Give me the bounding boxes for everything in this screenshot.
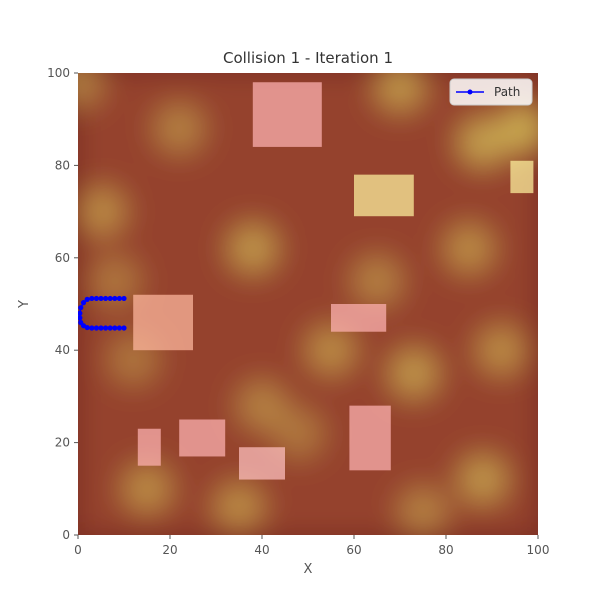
x-axis-label: X — [304, 562, 313, 577]
heatmap-blob — [121, 462, 173, 515]
path-point — [78, 310, 83, 316]
y-tick-label: 40 — [55, 343, 70, 357]
path-point — [93, 325, 99, 331]
series-layer — [78, 295, 127, 331]
path-point — [103, 325, 109, 331]
legend: Path — [449, 78, 533, 106]
path-point — [84, 324, 90, 331]
path-point — [103, 295, 109, 302]
y-tick-label: 20 — [55, 436, 70, 450]
heatmap-blob — [351, 254, 403, 307]
heatmap-blob — [387, 347, 440, 400]
chart-title: Collision 1 - Iteration 1 — [223, 49, 393, 67]
path-point — [89, 325, 95, 331]
heatmap-blob — [88, 254, 141, 307]
path-point — [80, 300, 87, 306]
path-point — [116, 295, 122, 302]
x-tick-label: 100 — [527, 543, 550, 557]
x-tick-label: 80 — [438, 543, 453, 557]
path-point — [121, 295, 127, 302]
path-point — [78, 305, 84, 311]
path-point — [78, 315, 83, 321]
heatmap-blob — [78, 185, 127, 238]
heatmap-blob — [443, 222, 495, 275]
heatmap-blob — [153, 102, 206, 155]
path-point — [84, 296, 90, 302]
heatmap-blob — [213, 481, 265, 534]
obstacle — [349, 405, 391, 471]
y-tick-label: 80 — [55, 158, 70, 172]
path-point — [89, 295, 95, 302]
obstacle — [179, 419, 226, 457]
x-tick-label: 0 — [74, 543, 82, 557]
obstacle — [252, 82, 322, 147]
path-point — [98, 325, 104, 331]
legend-label-path: Path — [494, 85, 520, 99]
x-tick-label: 40 — [254, 543, 269, 557]
legend-marker-path — [467, 89, 473, 95]
path-point — [107, 325, 113, 331]
path-point — [98, 295, 104, 302]
y-tick-label: 60 — [55, 251, 70, 265]
path-point — [116, 325, 122, 331]
heatmap-blob — [78, 73, 104, 109]
path-point — [112, 325, 118, 331]
heatmap-blob — [475, 324, 528, 377]
obstacle — [137, 428, 161, 466]
obstacle — [133, 294, 193, 351]
heatmap-blob — [236, 379, 288, 432]
heatmap-blob — [456, 116, 509, 169]
path-point — [93, 295, 99, 302]
heatmap-blob — [272, 407, 325, 460]
heatmap-blob — [226, 222, 279, 275]
obstacle — [331, 304, 387, 332]
heatmap-layer — [78, 73, 538, 535]
heatmap-blob — [374, 73, 426, 113]
heatmap-blob — [456, 453, 509, 506]
x-tick-label: 60 — [346, 543, 361, 557]
legend-box — [449, 78, 533, 106]
y-axis: 0 20 40 60 80 100 — [47, 66, 78, 542]
obstacle — [354, 174, 414, 217]
x-tick-label: 20 — [162, 543, 177, 557]
y-tick-label: 100 — [47, 66, 70, 80]
obstacle-layer — [133, 82, 534, 480]
path-point — [107, 295, 113, 302]
obstacle — [510, 160, 534, 194]
y-axis-label: Y — [17, 300, 32, 309]
heatmap-blob — [305, 324, 357, 377]
x-axis: 0 20 40 60 80 100 — [74, 535, 549, 557]
path-point — [121, 325, 127, 331]
heatmap-blob — [498, 102, 538, 155]
path-point — [112, 295, 118, 302]
plot-area — [78, 73, 538, 535]
y-tick-label: 0 — [62, 528, 70, 542]
heatmap-blob — [397, 485, 449, 535]
obstacle — [239, 447, 285, 480]
